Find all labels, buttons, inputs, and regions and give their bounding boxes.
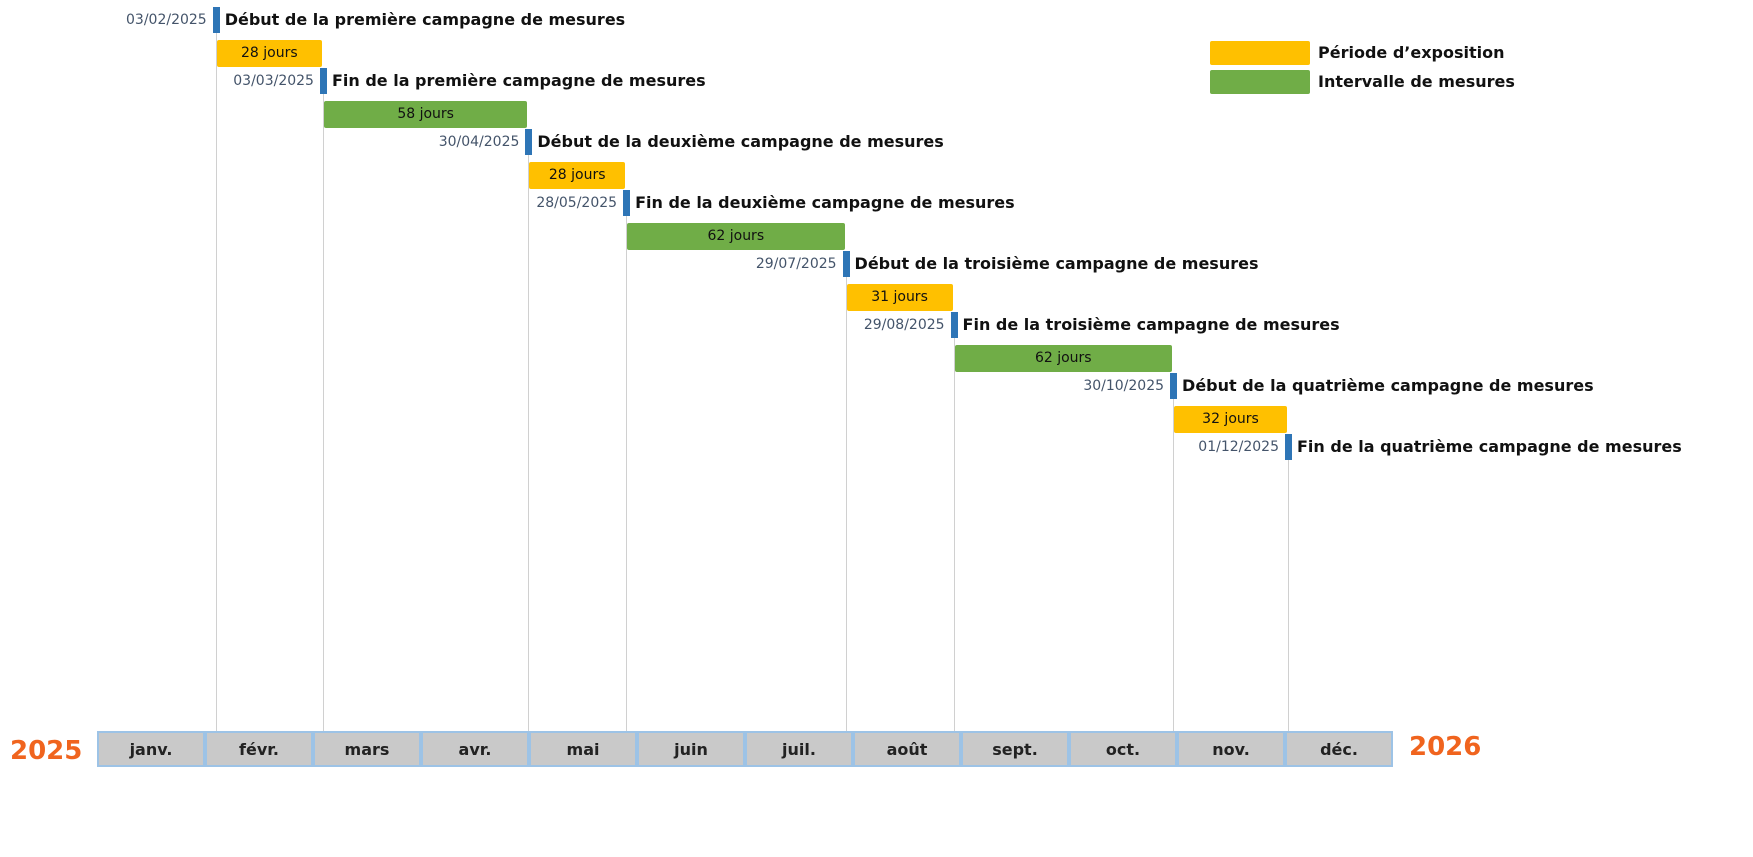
month-cell: mars — [313, 731, 421, 767]
legend-label: Période d’exposition — [1318, 43, 1505, 62]
period-bar: 28 jours — [216, 39, 322, 67]
milestone-marker — [950, 312, 958, 338]
month-cell: mai — [529, 731, 637, 767]
guide-line — [953, 338, 955, 731]
guide-line — [626, 216, 628, 731]
month-cell: août — [853, 731, 961, 767]
milestone-marker — [842, 251, 850, 277]
milestone-marker — [1285, 434, 1292, 460]
month-cell: déc. — [1285, 731, 1393, 767]
year-start: 2025 — [10, 736, 83, 766]
milestone-label: Fin de la première campagne de mesures — [331, 71, 706, 90]
period-bar: 32 jours — [1174, 405, 1287, 433]
milestone-marker — [212, 7, 220, 33]
month-cell: juin — [637, 731, 745, 767]
milestone-label: Fin de la deuxième campagne de mesures — [635, 193, 1015, 212]
year-end: 2026 — [1409, 732, 1482, 762]
period-bar: 31 jours — [846, 283, 953, 311]
milestone-label: Début de la quatrième campagne de mesure… — [1182, 376, 1594, 395]
guide-line — [1173, 399, 1175, 731]
milestone-date: 29/08/2025 — [863, 317, 945, 333]
period-bar: 62 jours — [954, 344, 1173, 372]
milestone-date: 30/10/2025 — [1083, 378, 1165, 394]
guide-line — [1288, 460, 1289, 731]
month-cell: sept. — [961, 731, 1069, 767]
period-bar: 62 jours — [627, 222, 845, 250]
guide-line — [845, 277, 847, 731]
milestone-marker — [623, 190, 631, 216]
guide-line — [215, 33, 217, 731]
month-cell: juil. — [745, 731, 853, 767]
month-cell: nov. — [1177, 731, 1285, 767]
milestone-marker — [525, 129, 533, 155]
milestone-date: 28/05/2025 — [536, 195, 618, 211]
legend-swatch — [1210, 70, 1310, 94]
month-cell: avr. — [421, 731, 529, 767]
milestone-date: 03/03/2025 — [233, 73, 314, 89]
milestone-date: 29/07/2025 — [755, 256, 837, 272]
milestone-marker — [319, 68, 327, 94]
period-bar: 28 jours — [529, 161, 626, 189]
milestone-date: 01/12/2025 — [1198, 439, 1279, 455]
milestone-date: 03/02/2025 — [126, 12, 207, 28]
milestone-marker — [1170, 373, 1178, 399]
month-cell: janv. — [97, 731, 205, 767]
legend-label: Intervalle de mesures — [1318, 72, 1515, 91]
milestone-label: Début de la deuxième campagne de mesures — [537, 132, 944, 151]
month-cell: févr. — [205, 731, 313, 767]
milestone-label: Fin de la quatrième campagne de mesures — [1297, 437, 1682, 456]
milestone-label: Début de la troisième campagne de mesure… — [854, 254, 1259, 273]
legend-swatch — [1210, 41, 1310, 65]
guide-line — [322, 94, 324, 731]
period-bar: 58 jours — [323, 100, 528, 128]
guide-line — [528, 155, 530, 731]
milestone-label: Fin de la troisième campagne de mesures — [962, 315, 1340, 334]
milestone-date: 30/04/2025 — [438, 134, 520, 150]
month-cell: oct. — [1069, 731, 1177, 767]
milestone-label: Début de la première campagne de mesures — [224, 10, 626, 29]
